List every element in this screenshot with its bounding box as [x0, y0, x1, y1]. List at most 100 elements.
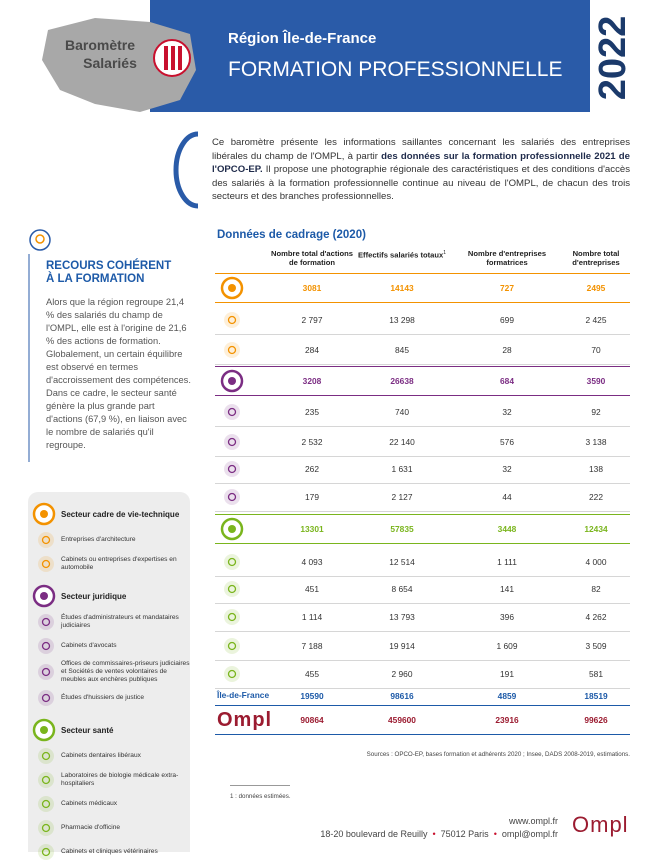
icon-glyph — [41, 535, 51, 545]
icon-glyph — [227, 345, 237, 355]
icon — [38, 614, 54, 630]
icon — [220, 369, 244, 393]
icon-glyph — [41, 667, 51, 677]
cell: 57835 — [390, 524, 414, 534]
cell: 26638 — [390, 376, 414, 386]
cell: 396 — [500, 612, 514, 622]
legend-item-name: Études d'administrateurs et mandataires … — [61, 614, 179, 629]
badge-stripe — [171, 46, 175, 70]
header-text: Effectifs salariés totaux — [357, 250, 444, 260]
cell: 3208 — [302, 376, 322, 386]
row-rule — [215, 660, 630, 661]
row-rule — [215, 364, 630, 365]
intro: Ce baromètre présente les informations s… — [212, 136, 630, 204]
title: FORMATION PROFESSIONNELLE — [228, 58, 563, 81]
header-text: Nombre total d'entreprises — [572, 249, 620, 267]
cell: 3590 — [586, 376, 606, 386]
cell: 684 — [500, 376, 514, 386]
icon-glyph — [227, 584, 237, 594]
cell: 4 000 — [585, 557, 607, 567]
row-label: Île-de-France — [217, 690, 270, 700]
icon-glyph — [41, 559, 51, 569]
source: Sources : OPCO-EP, bases formation et ad… — [366, 751, 630, 758]
column-header: Nombre total d'entreprises — [550, 249, 642, 267]
footnote-mark: 1 — [443, 250, 447, 256]
cell: 22 140 — [389, 437, 415, 447]
row-rule — [215, 273, 630, 274]
cell: 4859 — [497, 691, 517, 701]
icon — [224, 312, 240, 328]
icon-core — [228, 525, 236, 533]
legend-item-name: Laboratoires de biologie médicale extra-… — [61, 772, 179, 787]
legend-group-name: Secteur cadre de vie-technique — [61, 509, 180, 519]
cell: 13 298 — [389, 315, 415, 325]
badge-stripe — [164, 46, 168, 70]
year: 2022 — [592, 16, 634, 101]
icon — [224, 666, 240, 682]
icon-glyph — [41, 823, 51, 833]
icon-disc — [38, 614, 54, 630]
legend-item: Cabinets ou entreprises d'expertises en … — [36, 554, 190, 574]
icon — [224, 581, 240, 597]
paragraph: Alors que la région regroupe 21,4 % des … — [46, 297, 191, 385]
highlight-body: Alors que la région regroupe 21,4 % des … — [46, 296, 192, 452]
separator: • — [493, 829, 497, 839]
cell: 4 093 — [301, 557, 323, 567]
cell: 82 — [591, 584, 601, 594]
icon — [224, 404, 240, 420]
icon-glyph — [227, 437, 237, 447]
icon — [224, 489, 240, 505]
cell: 14143 — [390, 283, 414, 293]
badge-text: Salariés — [83, 55, 137, 71]
header-text: Nombre d'entreprises formatrices — [467, 249, 547, 267]
row-rule — [215, 483, 630, 484]
cell: 92 — [591, 407, 601, 417]
cell: 3081 — [302, 283, 322, 293]
icon — [224, 638, 240, 654]
icon-core — [40, 726, 48, 734]
intro-text: des données sur la formation professionn… — [212, 150, 630, 176]
cell: 7 188 — [301, 641, 323, 651]
table-title: Données de cadrage (2020) — [217, 229, 366, 241]
icon — [38, 820, 54, 836]
row-rule — [215, 688, 630, 689]
legend-item-name: Cabinets ou entreprises d'expertises en … — [61, 556, 177, 571]
icon — [224, 609, 240, 625]
row-rule — [215, 366, 630, 367]
icon-disc — [224, 581, 240, 597]
row-rule — [215, 543, 630, 544]
icon-disc — [38, 796, 54, 812]
icon-core — [40, 592, 48, 600]
cell: 262 — [305, 464, 319, 474]
row-rule — [215, 514, 630, 515]
separator: • — [432, 829, 436, 839]
cell: 459600 — [388, 715, 416, 725]
column-header: Nombre total d'actions de formation — [266, 249, 358, 267]
legend-item-name: Entreprises d'architecture — [61, 536, 136, 543]
icon-disc — [224, 638, 240, 654]
intro-text: Il propose une photographie régionale de… — [212, 164, 630, 203]
row-label: Ompl — [217, 709, 273, 731]
bracket — [173, 131, 199, 209]
icon-glyph — [41, 641, 51, 651]
icon-glyph — [41, 799, 51, 809]
cell: 32 — [502, 407, 512, 417]
cell: 1 111 — [497, 557, 517, 567]
cell: 12 514 — [389, 557, 415, 567]
cell: 12434 — [584, 524, 608, 534]
icon-disc — [224, 404, 240, 420]
legend-item: Cabinets dentaires libéraux — [36, 746, 190, 766]
badge-text: Baromètre — [65, 37, 135, 53]
cell: 455 — [305, 669, 319, 679]
cell: 90864 — [300, 715, 324, 725]
icon — [38, 844, 54, 860]
icon-disc — [38, 532, 54, 548]
icon-glyph — [227, 612, 237, 622]
cell: 19590 — [300, 691, 324, 701]
icon — [38, 556, 54, 572]
legend-item-name: Cabinets d'avocats — [61, 642, 117, 649]
cell: 99626 — [584, 715, 608, 725]
icon-core — [228, 284, 236, 292]
address-line: 18-20 boulevard de Reuilly — [320, 829, 428, 839]
cell: 727 — [500, 283, 514, 293]
